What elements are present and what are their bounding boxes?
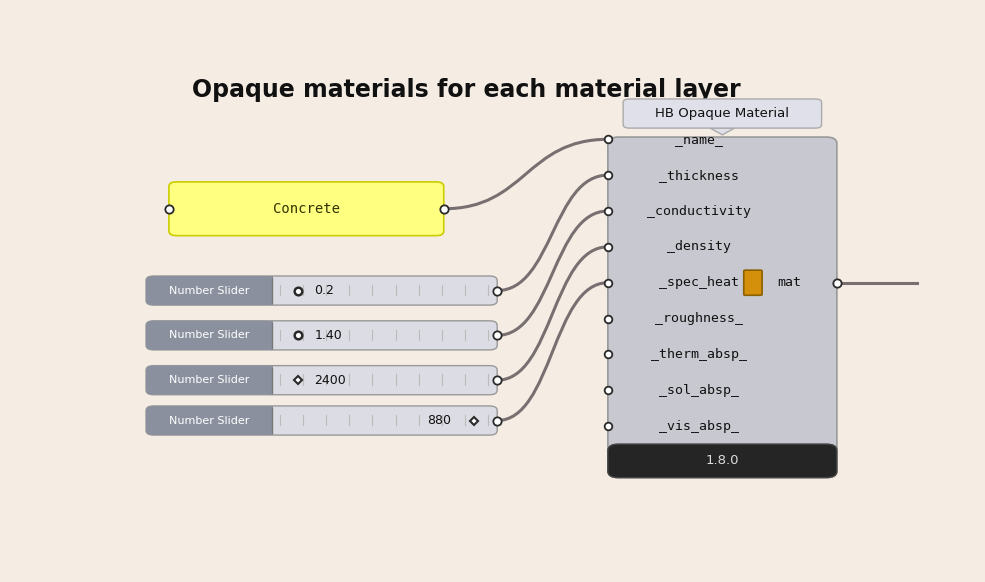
Bar (266, 276, 273, 305)
Text: _name_: _name_ (676, 133, 723, 146)
Text: _spec_heat: _spec_heat (660, 276, 740, 289)
Text: 880: 880 (427, 414, 451, 427)
FancyBboxPatch shape (146, 276, 497, 305)
FancyBboxPatch shape (146, 276, 273, 305)
Text: 1.40: 1.40 (314, 329, 342, 342)
Text: Number Slider: Number Slider (169, 416, 249, 425)
FancyBboxPatch shape (146, 321, 497, 350)
Text: 0.2: 0.2 (314, 284, 334, 297)
Text: _roughness_: _roughness_ (655, 312, 744, 325)
Text: HB Opaque Material: HB Opaque Material (655, 107, 789, 120)
Polygon shape (710, 128, 735, 135)
Bar (266, 406, 273, 435)
Text: 2400: 2400 (314, 374, 346, 386)
Text: _density: _density (668, 240, 732, 253)
Bar (266, 365, 273, 395)
FancyBboxPatch shape (146, 321, 273, 350)
Text: Opaque materials for each material layer: Opaque materials for each material layer (192, 78, 741, 102)
FancyBboxPatch shape (608, 137, 837, 478)
Text: _sol_absp_: _sol_absp_ (660, 384, 740, 397)
Text: Number Slider: Number Slider (169, 331, 249, 340)
FancyBboxPatch shape (608, 444, 837, 478)
Text: Number Slider: Number Slider (169, 375, 249, 385)
Text: _vis_absp_: _vis_absp_ (660, 420, 740, 432)
Text: _thickness: _thickness (660, 169, 740, 182)
FancyBboxPatch shape (146, 406, 273, 435)
FancyBboxPatch shape (146, 365, 497, 395)
FancyBboxPatch shape (744, 270, 762, 295)
Bar (266, 321, 273, 350)
FancyBboxPatch shape (146, 365, 273, 395)
Text: _conductivity: _conductivity (647, 204, 752, 218)
FancyBboxPatch shape (146, 406, 497, 435)
Text: mat: mat (777, 276, 801, 289)
Text: _therm_absp_: _therm_absp_ (651, 348, 748, 361)
Text: Number Slider: Number Slider (169, 286, 249, 296)
FancyBboxPatch shape (624, 99, 821, 128)
FancyBboxPatch shape (169, 182, 443, 236)
Text: Concrete: Concrete (273, 202, 340, 216)
Text: 1.8.0: 1.8.0 (705, 455, 739, 467)
